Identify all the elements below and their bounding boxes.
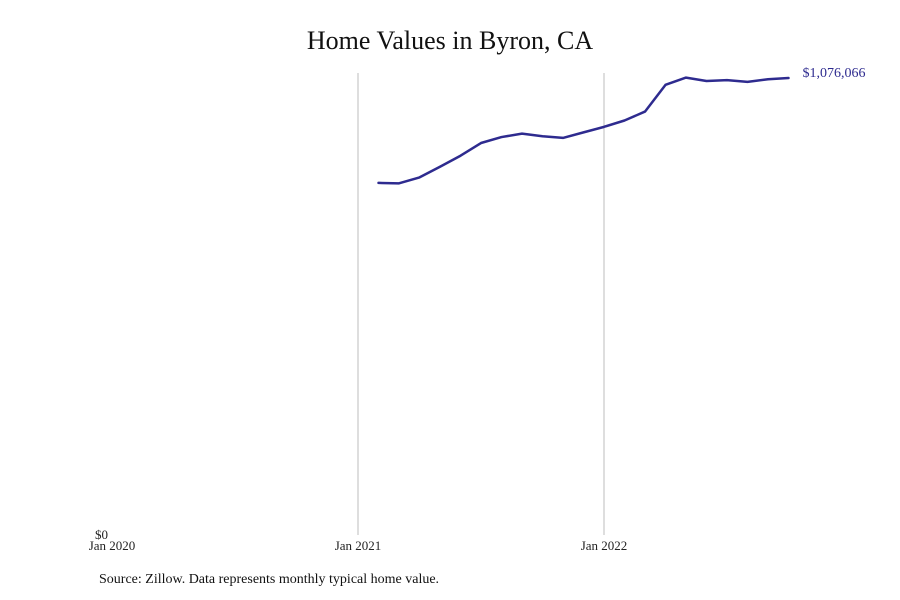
x-tick-label: Jan 2020 (89, 538, 136, 553)
x-tick-label: Jan 2021 (335, 538, 382, 553)
series-line (377, 76, 790, 185)
x-tick-label: Jan 2022 (581, 538, 628, 553)
source-note: Source: Zillow. Data represents monthly … (99, 572, 440, 587)
chart-title: Home Values in Byron, CA (306, 26, 594, 55)
y-tick-label: $0 (95, 527, 108, 542)
end-value-label: $1,076,066 (803, 66, 866, 81)
